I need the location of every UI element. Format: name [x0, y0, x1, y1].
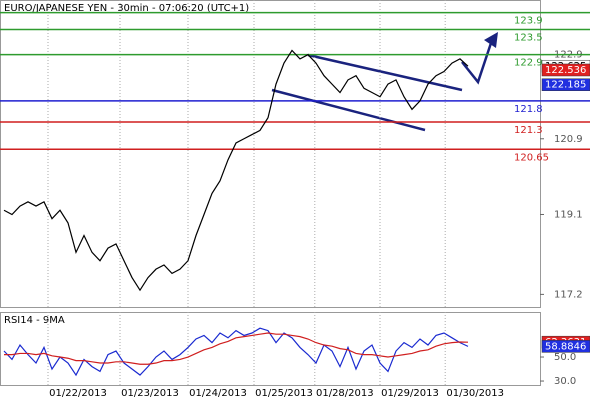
channel-top: [307, 53, 463, 92]
price-line: [3, 49, 469, 292]
y-tick-label: 120.9: [554, 134, 583, 145]
x-tick-label: 01/29/2013: [381, 388, 439, 399]
price-badge-label: 122.536: [545, 65, 586, 76]
arrow-head: [484, 32, 498, 48]
chart-title: EURO/JAPANESE YEN - 30min - 07:06:20 (UT…: [4, 3, 249, 14]
level-label: 121.3: [514, 125, 543, 136]
level-label: 122.9: [514, 58, 543, 69]
y-tick-label: 117.2: [554, 289, 583, 300]
rsi-title: RSI14 - 9MA: [4, 315, 65, 326]
x-tick-label: 01/23/2013: [121, 388, 179, 399]
x-tick-label: 01/25/2013: [255, 388, 313, 399]
main-frame: [0, 0, 541, 308]
level-label: 120.65: [514, 152, 549, 163]
y-tick-label: 30.0: [554, 376, 576, 387]
price-badge: [541, 78, 590, 91]
level-label: 123.5: [514, 32, 543, 43]
x-tick-label: 01/28/2013: [316, 388, 374, 399]
annotations: [271, 32, 498, 132]
x-tick-label: 01/30/2013: [446, 388, 504, 399]
price-badge: [541, 63, 590, 77]
y-tick-label: 119.1: [554, 209, 583, 220]
level-label: 123.9: [514, 16, 543, 27]
price-badge-label: 58.8846: [545, 341, 586, 352]
x-tick-label: 01/24/2013: [189, 388, 247, 399]
price-badge-label: 122.185: [545, 80, 586, 91]
x-tick-label: 01/22/2013: [49, 388, 107, 399]
level-label: 121.8: [514, 104, 543, 115]
rsi-frame: [0, 312, 541, 386]
price-line: [3, 327, 469, 377]
price-badge: [541, 340, 590, 353]
y-tick-label: 50.0: [554, 352, 576, 363]
price-line: [4, 332, 469, 365]
channel-bottom: [271, 88, 426, 132]
arrow-path: [461, 39, 494, 85]
